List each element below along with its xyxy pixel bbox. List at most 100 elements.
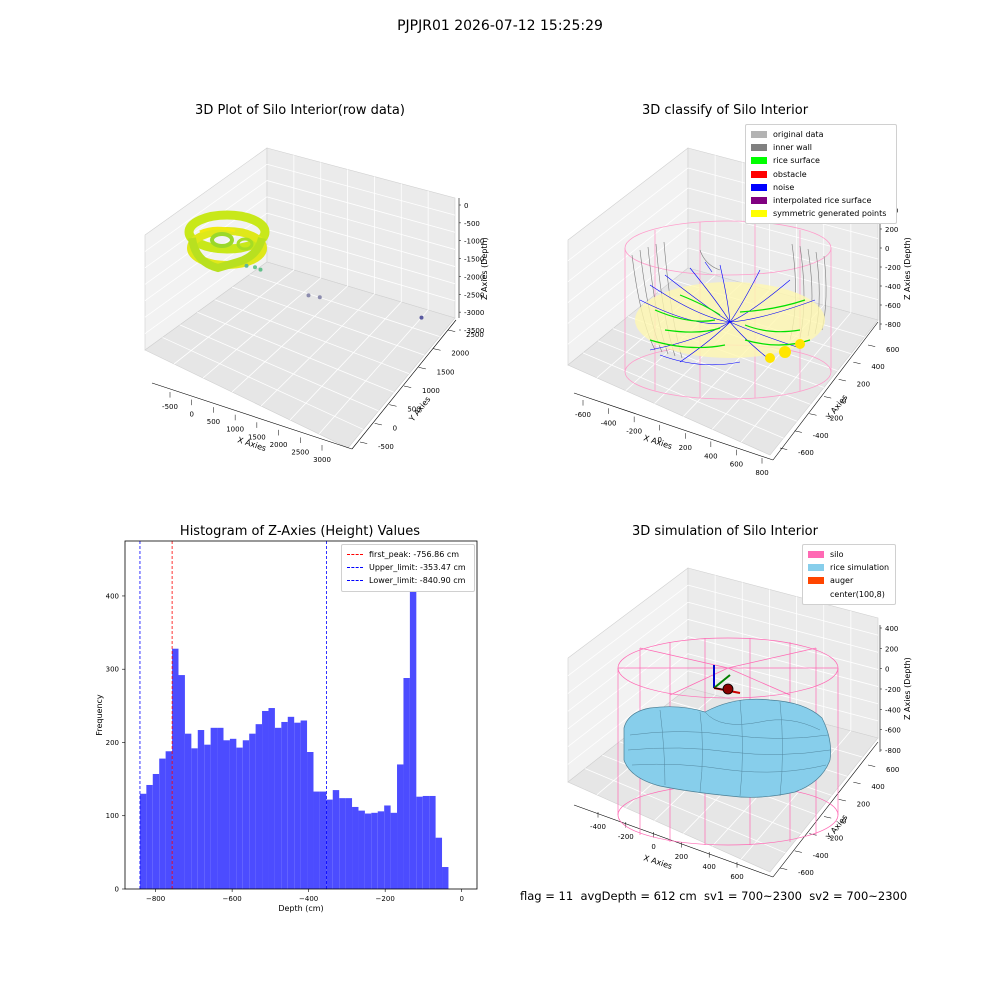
histogram-bar bbox=[294, 722, 301, 889]
legend-swatch bbox=[808, 564, 824, 572]
histogram-bar bbox=[390, 812, 398, 889]
plot2-z-tick: -600 bbox=[885, 302, 901, 310]
histogram-bar bbox=[435, 837, 443, 889]
histogram-bar bbox=[165, 751, 173, 889]
plot2-x-tick: 400 bbox=[704, 452, 717, 460]
plot1-x-tick: -500 bbox=[162, 403, 178, 411]
plot1-zlabel: Z Axies (Depth) bbox=[480, 237, 489, 300]
histogram-bar bbox=[384, 805, 391, 889]
plot2-legend: original data inner wall rice surface obsta… bbox=[745, 124, 897, 225]
plot4-z-tick: 0 bbox=[885, 666, 889, 674]
histogram-bar bbox=[159, 758, 166, 889]
plot1-y-tick: 1500 bbox=[437, 368, 455, 376]
legend-label: noise bbox=[773, 182, 795, 192]
plot4-z-tick: -200 bbox=[885, 686, 901, 694]
plot4-auger-marker bbox=[713, 665, 741, 695]
plot2-title: 3D classify of Silo Interior bbox=[641, 103, 809, 118]
histogram-bar bbox=[313, 791, 320, 889]
plot2-z-tick: -200 bbox=[885, 264, 901, 272]
plot4-rice-surface bbox=[623, 698, 831, 798]
histogram-bar bbox=[139, 793, 147, 889]
plot3-legend-item: first_peak: -756.86 cm bbox=[347, 548, 469, 561]
plot3-y-tick: 300 bbox=[106, 666, 119, 674]
plot3-y-tick: 100 bbox=[106, 812, 119, 820]
plot2-legend-item: interpolated rice surface bbox=[751, 194, 891, 207]
plot3-legend: first_peak: -756.86 cm Upper_limit: -353.… bbox=[341, 544, 475, 592]
histogram-bar bbox=[152, 773, 160, 889]
histogram-bar bbox=[184, 733, 192, 889]
plot3-legend-item: Upper_limit: -353.47 cm bbox=[347, 561, 469, 574]
histogram-bar bbox=[262, 710, 269, 889]
legend-label: center(100,8) bbox=[830, 589, 885, 599]
legend-swatch bbox=[751, 131, 767, 139]
plot3-y-tick: 200 bbox=[106, 739, 119, 747]
plot1-x-tick: 500 bbox=[207, 418, 220, 426]
plot1-x-tick: 0 bbox=[189, 411, 193, 419]
legend-label: rice surface bbox=[773, 156, 820, 166]
plot2-legend-item: noise bbox=[751, 181, 891, 194]
plot3-frame bbox=[124, 540, 478, 890]
plot2-y-tick: -200 bbox=[827, 415, 843, 423]
legend-label: Lower_limit: -840.90 cm bbox=[369, 576, 466, 586]
histogram-bar bbox=[416, 796, 423, 889]
plot4-legend-item: auger bbox=[808, 574, 890, 587]
histogram-bar bbox=[268, 708, 275, 889]
plot2-legend-item: rice surface bbox=[751, 154, 891, 167]
histogram-bar bbox=[178, 675, 185, 889]
plot4-zlabel: Z Axies (Depth) bbox=[903, 657, 912, 720]
plot2-x-tick: 600 bbox=[730, 461, 743, 469]
plot1-y-tick: 0 bbox=[393, 424, 397, 432]
histogram-bar bbox=[197, 730, 205, 889]
legend-swatch bbox=[751, 170, 767, 178]
plot2-z-tick: -800 bbox=[885, 321, 901, 329]
histogram-bar bbox=[332, 790, 340, 889]
histogram-bar bbox=[274, 727, 282, 889]
plot4-y-tick: -400 bbox=[813, 852, 829, 860]
plot4-x-tick: 600 bbox=[730, 873, 743, 881]
histogram-bar bbox=[326, 799, 333, 889]
plot1-y-tick: -500 bbox=[378, 443, 394, 451]
plot3-x-tick: −800 bbox=[146, 895, 165, 903]
plot1-z-tick: -1000 bbox=[464, 238, 484, 246]
plot3-y-tick: 0 bbox=[115, 886, 119, 894]
plot4-x-tick: 0 bbox=[651, 843, 655, 851]
histogram-bar bbox=[191, 748, 198, 889]
plot1-x-tick: 1000 bbox=[226, 426, 244, 434]
status-text: flag = 11 avgDepth = 612 cm sv1 = 700~23… bbox=[520, 889, 908, 903]
legend-label: inner wall bbox=[773, 143, 813, 153]
plot2-x-tick: -600 bbox=[575, 411, 591, 419]
plot4-z-tick: -600 bbox=[885, 727, 901, 735]
plot1-y-tick: 2000 bbox=[451, 350, 469, 358]
plot4-x-tick: 400 bbox=[703, 863, 716, 871]
plot1-outlier-points bbox=[244, 263, 424, 320]
plot2-z-tick: 200 bbox=[885, 226, 898, 234]
plot1-z-tick: -2500 bbox=[464, 291, 484, 299]
plot1-point-cloud bbox=[184, 210, 270, 273]
plot1-y-tick: 500 bbox=[407, 406, 420, 414]
plot1-outlier-point bbox=[317, 295, 322, 300]
histogram-bar bbox=[242, 740, 250, 889]
histogram-bar bbox=[217, 727, 224, 889]
histogram-bar bbox=[287, 716, 295, 889]
plot4-legend-item: rice simulation bbox=[808, 561, 890, 574]
plot2-y-tick: 400 bbox=[871, 363, 884, 371]
legend-swatch bbox=[751, 144, 767, 152]
histogram-bar bbox=[236, 747, 243, 889]
histogram-bar bbox=[249, 733, 256, 889]
histogram-bar bbox=[255, 724, 263, 889]
figure-title: PJPJR01 2026-07-12 15:25:29 bbox=[397, 18, 603, 34]
legend-line bbox=[347, 554, 363, 556]
histogram-bar bbox=[364, 813, 372, 889]
legend-label: Upper_limit: -353.47 cm bbox=[369, 563, 466, 573]
legend-line bbox=[347, 580, 363, 582]
plot1-z-tick: -3000 bbox=[464, 309, 484, 317]
plot4-y-tick: -600 bbox=[798, 869, 814, 877]
plot4-y-tick: 200 bbox=[857, 800, 870, 808]
plot1-y-tick: 1000 bbox=[422, 387, 440, 395]
plot3-x-tick: 0 bbox=[459, 895, 463, 903]
plot1-z-tick: -2000 bbox=[464, 273, 484, 281]
histogram-bar bbox=[146, 784, 153, 889]
histogram-bar bbox=[403, 678, 410, 889]
